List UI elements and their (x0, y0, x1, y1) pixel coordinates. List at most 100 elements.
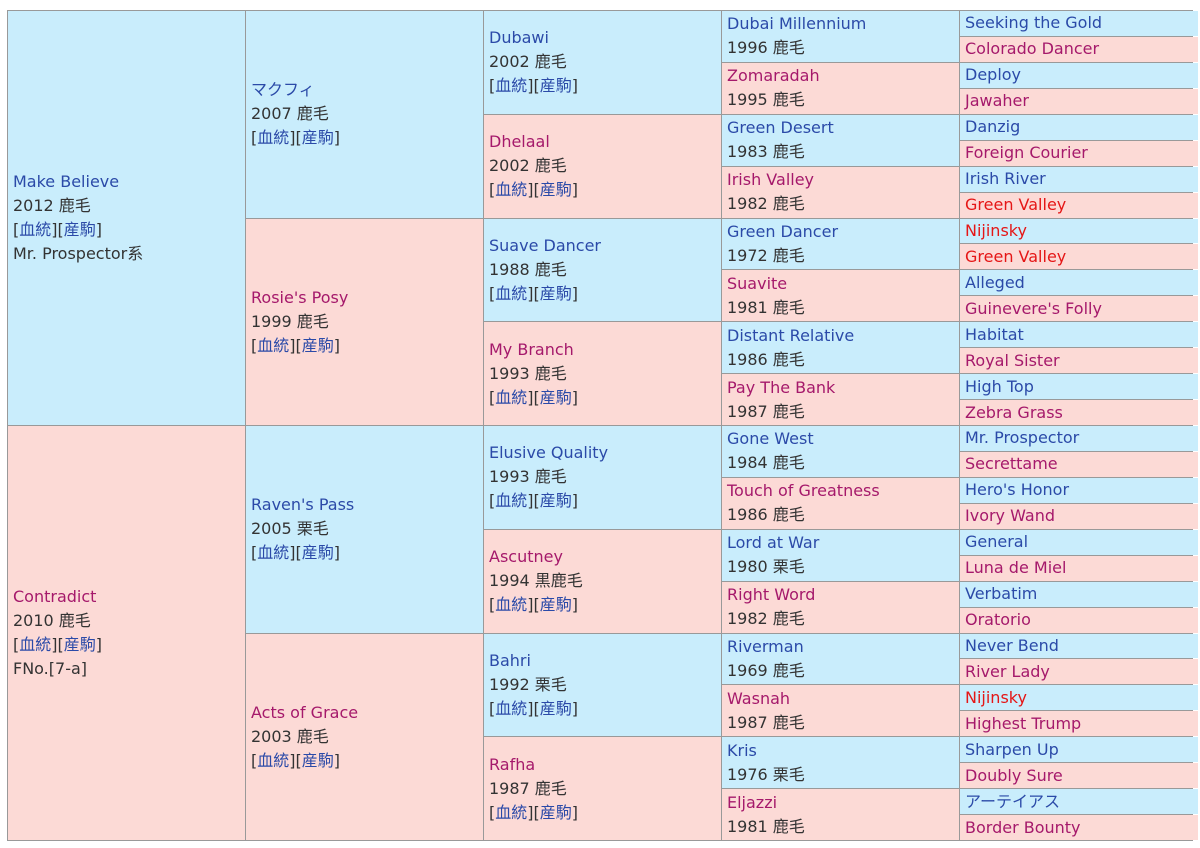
horse-name-link[interactable]: High Top (965, 376, 1034, 396)
horse-name-link[interactable]: マクフィ (251, 80, 315, 100)
pedigree-cell-g4: Green Desert 1983 鹿毛 (722, 114, 959, 166)
progeny-link[interactable]: 産駒 (539, 595, 572, 615)
pedigree-cell-g4: Riverman 1969 鹿毛 (722, 633, 959, 685)
pedigree-link[interactable]: 血統 (495, 595, 528, 615)
pedigree-cell-g5: Hero's Honor (960, 477, 1198, 503)
horse-name-link[interactable]: Distant Relative (727, 325, 855, 345)
horse-name-link[interactable]: Doubly Sure (965, 765, 1063, 785)
progeny-link[interactable]: 産駒 (539, 76, 572, 96)
horse-name-link[interactable]: Ivory Wand (965, 506, 1056, 526)
horse-name-link[interactable]: Green Valley (965, 246, 1067, 266)
pedigree-link[interactable]: 血統 (19, 220, 52, 239)
horse-name-link[interactable]: Suave Dancer (489, 235, 601, 255)
horse-name-link[interactable]: Lord at War (727, 533, 820, 553)
horse-name-link[interactable]: Border Bounty (965, 817, 1081, 837)
horse-name-link[interactable]: Alleged (965, 272, 1025, 292)
horse-name-link[interactable]: Touch of Greatness (727, 481, 880, 501)
horse-name-link[interactable]: Oratorio (965, 610, 1031, 630)
horse-name-link[interactable]: Rosie's Posy (251, 287, 349, 307)
pedigree-link[interactable]: 血統 (257, 128, 290, 148)
horse-name-link[interactable]: Dhelaal (489, 132, 550, 152)
pedigree-link[interactable]: 血統 (257, 750, 290, 770)
horse-name-link[interactable]: Make Believe (13, 172, 120, 191)
pedigree-link[interactable]: 血統 (495, 698, 528, 718)
horse-name-link[interactable]: Never Bend (965, 635, 1059, 655)
horse-name-link[interactable]: River Lady (965, 661, 1050, 681)
horse-name-link[interactable]: Colorado Dancer (965, 39, 1100, 59)
horse-name-link[interactable]: Irish River (965, 169, 1046, 189)
pedigree-cell-g5: Highest Trump (960, 711, 1198, 737)
horse-name-link[interactable]: Suavite (727, 273, 788, 293)
horse-name-link[interactable]: Raven's Pass (251, 495, 355, 515)
pedigree-link[interactable]: 血統 (495, 802, 528, 822)
horse-name-link[interactable]: Right Word (727, 585, 816, 605)
horse-name-link[interactable]: Eljazzi (727, 792, 778, 812)
horse-name-link[interactable]: Hero's Honor (965, 480, 1070, 500)
horse-name-link[interactable]: Sharpen Up (965, 739, 1059, 759)
horse-name-link[interactable]: Seeking the Gold (965, 13, 1103, 33)
horse-name-link[interactable]: Deploy (965, 65, 1022, 85)
pedigree-link[interactable]: 血統 (495, 283, 528, 303)
progeny-link[interactable]: 産駒 (539, 387, 572, 407)
progeny-link[interactable]: 産駒 (539, 180, 572, 200)
horse-name-link[interactable]: Contradict (13, 587, 97, 606)
horse-name-link[interactable]: Acts of Grace (251, 702, 359, 722)
pedigree-cell-g3: Dhelaal 2002 鹿毛 [血統][産駒] (484, 114, 721, 218)
horse-name-link[interactable]: Guinevere's Folly (965, 298, 1102, 318)
pedigree-link[interactable]: 血統 (495, 387, 528, 407)
horse-name-link[interactable]: Pay The Bank (727, 377, 836, 397)
horse-name-link[interactable]: My Branch (489, 339, 574, 359)
horse-name-link[interactable]: アーテイアス (965, 791, 1061, 811)
horse-name-link[interactable]: Secrettame (965, 454, 1058, 474)
progeny-link[interactable]: 産駒 (539, 491, 572, 511)
horse-name-link[interactable]: Green Valley (965, 195, 1067, 215)
horse-name-link[interactable]: Riverman (727, 636, 804, 656)
horse-name-link[interactable]: Nijinsky (965, 687, 1027, 707)
progeny-link[interactable]: 産駒 (63, 220, 96, 239)
horse-name-link[interactable]: Zomaradah (727, 66, 820, 86)
progeny-link[interactable]: 産駒 (539, 698, 572, 718)
pedigree-link[interactable]: 血統 (495, 76, 528, 96)
horse-year-color: 1996 鹿毛 (727, 38, 805, 58)
horse-name-link[interactable]: Luna de Miel (965, 558, 1067, 578)
progeny-link[interactable]: 産駒 (301, 335, 334, 355)
pedigree-cell-g3: Dubawi 2002 鹿毛 [血統][産駒] (484, 11, 721, 114)
progeny-link[interactable]: 産駒 (539, 802, 572, 822)
horse-name-link[interactable]: Irish Valley (727, 170, 815, 190)
pedigree-link[interactable]: 血統 (495, 491, 528, 511)
horse-name-link[interactable]: General (965, 532, 1029, 552)
progeny-link[interactable]: 産駒 (539, 283, 572, 303)
horse-name-link[interactable]: Foreign Courier (965, 143, 1088, 163)
horse-name-link[interactable]: Highest Trump (965, 713, 1082, 733)
horse-year-color: 1981 鹿毛 (727, 297, 805, 317)
horse-name-link[interactable]: Mr. Prospector (965, 428, 1080, 448)
horse-name-link[interactable]: Dubai Millennium (727, 14, 867, 34)
progeny-link[interactable]: 産駒 (301, 543, 334, 563)
horse-name-link[interactable]: Bahri (489, 650, 531, 670)
horse-name-link[interactable]: Royal Sister (965, 350, 1060, 370)
pedigree-link[interactable]: 血統 (257, 543, 290, 563)
horse-name-link[interactable]: Zebra Grass (965, 402, 1063, 422)
pedigree-cell-g5: Foreign Courier (960, 140, 1198, 166)
horse-name-link[interactable]: Verbatim (965, 584, 1038, 604)
horse-name-link[interactable]: Kris (727, 740, 757, 760)
horse-name-link[interactable]: Gone West (727, 429, 814, 449)
horse-name-link[interactable]: Dubawi (489, 28, 549, 48)
pedigree-link[interactable]: 血統 (257, 335, 290, 355)
horse-name-link[interactable]: Wasnah (727, 688, 791, 708)
progeny-link[interactable]: 産駒 (301, 750, 334, 770)
horse-name-link[interactable]: Habitat (965, 324, 1024, 344)
progeny-link[interactable]: 産駒 (63, 635, 96, 654)
pedigree-cell-g5: Zebra Grass (960, 400, 1198, 425)
horse-name-link[interactable]: Elusive Quality (489, 443, 609, 463)
pedigree-link[interactable]: 血統 (495, 180, 528, 200)
progeny-link[interactable]: 産駒 (301, 128, 334, 148)
horse-name-link[interactable]: Danzig (965, 117, 1021, 137)
horse-name-link[interactable]: Jawaher (965, 91, 1029, 111)
horse-name-link[interactable]: Ascutney (489, 547, 563, 567)
pedigree-link[interactable]: 血統 (19, 635, 52, 654)
horse-name-link[interactable]: Green Dancer (727, 221, 839, 241)
horse-name-link[interactable]: Rafha (489, 754, 536, 774)
horse-name-link[interactable]: Nijinsky (965, 220, 1027, 240)
horse-name-link[interactable]: Green Desert (727, 118, 834, 138)
